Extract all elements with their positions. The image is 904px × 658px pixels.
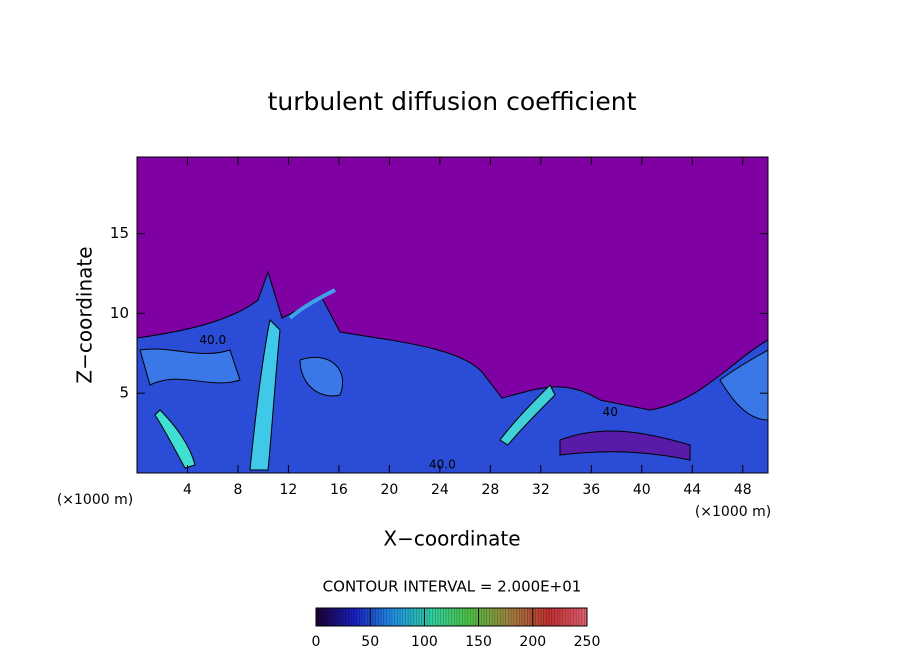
x-tick-label: 40: [633, 482, 651, 498]
x-unit-label: (×1000 m): [695, 504, 771, 520]
colorbar-tick-label: 0: [312, 634, 321, 650]
x-tick-label: 32: [532, 482, 550, 498]
colorbar-tick-label: 250: [574, 634, 601, 650]
colorbar-tick-label: 200: [519, 634, 546, 650]
field-region: [139, 348, 241, 386]
field-streak: [288, 288, 336, 320]
x-unit-label: (×1000 m): [57, 492, 133, 508]
x-tick-label: 20: [380, 482, 398, 498]
x-tick-label: 44: [683, 482, 701, 498]
contour-label: 40: [603, 405, 618, 419]
x-tick-label: 24: [431, 482, 449, 498]
y-axis-title: Z−coordinate: [73, 246, 97, 383]
field-region: [154, 409, 196, 469]
chart-title: turbulent diffusion coefficient: [268, 87, 637, 116]
y-tick-label: 10: [110, 304, 129, 322]
x-axis-title: X−coordinate: [383, 527, 520, 551]
field-region: [299, 356, 344, 397]
field-region: [249, 318, 281, 471]
plot-frame: [136, 156, 769, 474]
x-tick-label: 16: [330, 482, 348, 498]
x-tick-label: 36: [582, 482, 600, 498]
x-tick-label: 48: [734, 482, 752, 498]
x-tick-label: 28: [481, 482, 499, 498]
contour-label: 40.0: [429, 458, 456, 472]
field-region: [559, 430, 691, 461]
contour-interval: CONTOUR INTERVAL = 2.000E+01: [323, 578, 582, 596]
y-tick-label: 5: [119, 384, 129, 402]
x-tick-label: 12: [280, 482, 298, 498]
field-region: [137, 270, 768, 473]
colorbar-tick-label: 150: [465, 634, 492, 650]
y-tick-label: 15: [110, 224, 129, 242]
x-tick-label: 4: [183, 482, 192, 498]
colorbar-tick-label: 50: [361, 634, 379, 650]
field: [137, 270, 768, 473]
contour-label: 40.0: [199, 333, 226, 347]
field-region: [499, 384, 556, 446]
x-tick-label: 8: [233, 482, 242, 498]
colorbar-tick-label: 100: [411, 634, 438, 650]
field-region: [719, 349, 768, 421]
